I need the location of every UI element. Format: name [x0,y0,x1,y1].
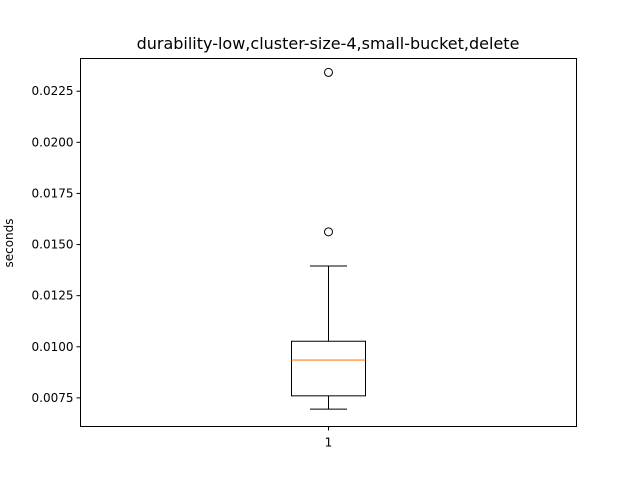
plot-marks [291,67,366,410]
y-tick-label: 0.0150 [32,238,74,252]
x-tick-label: 1 [325,436,333,450]
outlier-point [324,227,333,237]
y-tick-label: 0.0175 [32,186,74,200]
chart-title: durability-low,cluster-size-4,small-buck… [137,34,520,53]
y-axis-label: seconds [2,218,16,267]
iqr-box [291,340,366,397]
y-axis-ticks: 0.0075 0.0100 0.0125 0.0150 0.0175 0.0200 0.02… [32,84,81,405]
y-tick-label: 0.0200 [32,135,74,149]
plot-frame [80,58,577,427]
y-tick-label: 0.0075 [32,391,74,405]
y-tick-label: 0.0125 [32,289,74,303]
y-tick-label: 0.0100 [32,340,74,354]
y-tick-label: 0.0225 [32,84,74,98]
outlier-point [324,67,333,77]
x-axis-ticks: 1 [325,426,333,450]
